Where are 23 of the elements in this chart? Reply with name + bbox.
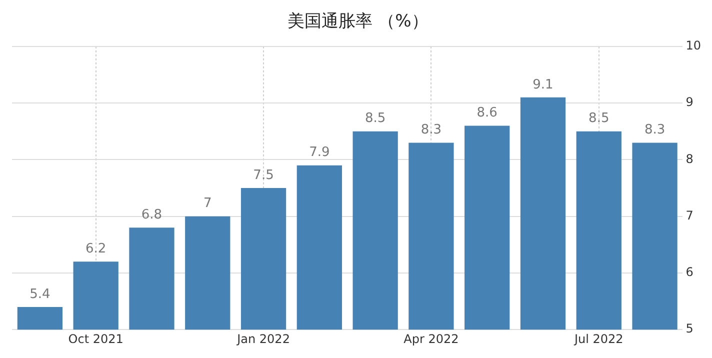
data-label: 7.5 xyxy=(253,168,274,183)
data-label: 9.1 xyxy=(532,77,554,92)
data-label: 8.5 xyxy=(364,111,386,126)
data-label: 6.2 xyxy=(86,242,106,257)
y-tick-label: 6 xyxy=(686,265,694,280)
data-label: 8.3 xyxy=(420,122,442,138)
x-tick-label: Apr 2022 xyxy=(404,332,459,346)
data-label: 6.8 xyxy=(141,208,162,223)
data-label: 5.4 xyxy=(30,286,50,302)
data-label: 8.5 xyxy=(588,111,610,126)
y-tick-label: 8 xyxy=(686,152,694,166)
y-tick-label: 9 xyxy=(686,95,694,110)
x-tick-label: Jan 2022 xyxy=(236,332,290,346)
x-tick-label: Oct 2021 xyxy=(68,332,124,346)
chart-title: 美国通胀率 （%） xyxy=(288,12,428,32)
data-label: 8.6 xyxy=(476,106,498,121)
y-tick-label: 5 xyxy=(686,322,694,336)
data-label: 8.3 xyxy=(644,122,666,138)
data-label: 7 xyxy=(203,196,212,212)
data-label: 7.9 xyxy=(309,145,330,160)
y-tick-label: 10 xyxy=(686,38,702,53)
y-tick-label: 7 xyxy=(686,208,694,222)
x-tick-label: Jul 2022 xyxy=(573,332,624,346)
